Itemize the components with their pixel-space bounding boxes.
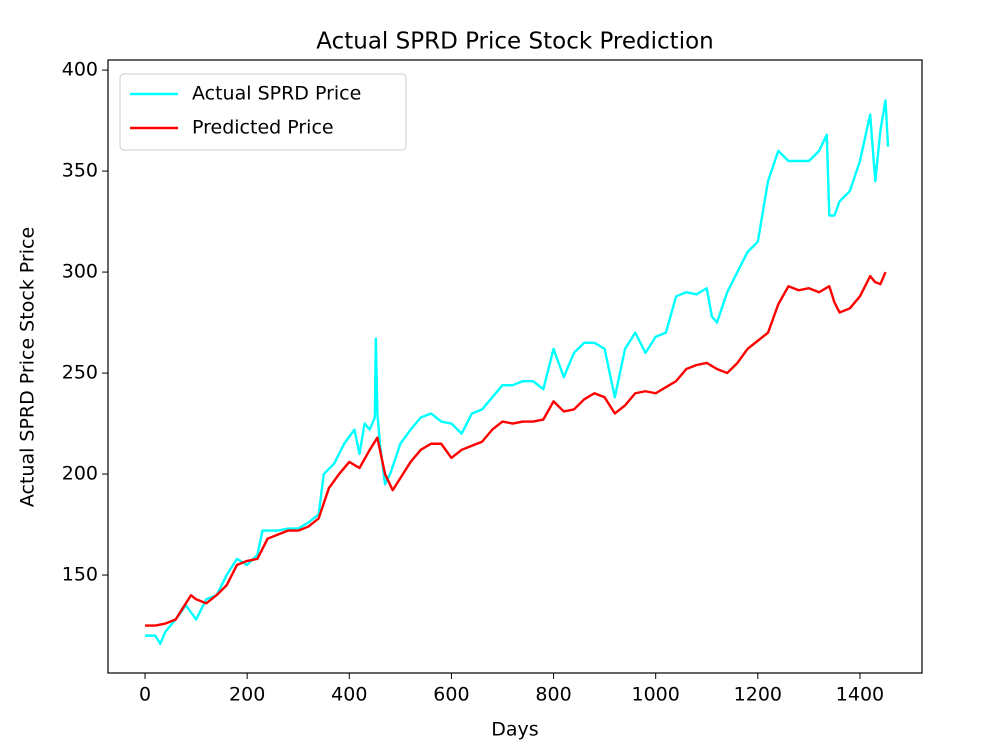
legend-box xyxy=(119,73,407,151)
y-tick-label: 350 xyxy=(62,160,98,182)
x-tick-label: 1000 xyxy=(632,684,680,706)
y-tick-label: 150 xyxy=(62,564,98,586)
y-tick-label: 200 xyxy=(62,463,98,485)
series-line xyxy=(145,99,890,645)
y-tick-label: 300 xyxy=(62,261,98,283)
legend-label: Predicted Price xyxy=(192,117,334,139)
series-line xyxy=(145,271,887,627)
y-axis-label: Actual SPRD Price Stock Price xyxy=(17,227,39,507)
x-tick-label: 1400 xyxy=(836,684,884,706)
legend-label: Actual SPRD Price xyxy=(192,83,361,105)
y-tick-label: 400 xyxy=(62,59,98,81)
chart-title: Actual SPRD Price Stock Prediction xyxy=(316,29,713,55)
x-axis-label: Days xyxy=(491,719,538,741)
y-tick-label: 250 xyxy=(62,362,98,384)
x-tick-label: 0 xyxy=(139,684,151,706)
x-tick-label: 1200 xyxy=(734,684,782,706)
plot-frame xyxy=(107,59,923,674)
x-tick-label: 800 xyxy=(535,684,571,706)
x-tick-label: 600 xyxy=(433,684,469,706)
x-tick-label: 200 xyxy=(229,684,265,706)
x-tick-label: 400 xyxy=(331,684,367,706)
